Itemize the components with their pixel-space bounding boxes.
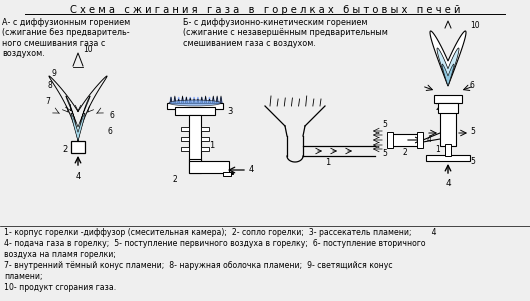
Text: 5: 5 [383, 149, 387, 158]
Text: 1: 1 [325, 158, 330, 167]
Polygon shape [205, 97, 207, 103]
Bar [417, 132, 423, 148]
Bar [390, 134, 420, 146]
Bar [201, 137, 209, 141]
Bar [231, 172, 233, 174]
Bar [189, 115, 201, 161]
Text: 7: 7 [45, 97, 50, 105]
Bar [71, 141, 85, 153]
Bar [426, 155, 470, 161]
Polygon shape [66, 96, 90, 141]
Text: 10: 10 [470, 20, 480, 29]
Text: 6: 6 [470, 82, 475, 91]
Text: С х е м а   с ж и г а н и я   г а з а   в   г о р е л к а х   б ы т о в ы х   п : С х е м а с ж и г а н и я г а з а в г о … [70, 5, 460, 15]
Text: 7- внутренний тёмный конус пламени;  8- наружная оболочка пламени;  9- светящийс: 7- внутренний тёмный конус пламени; 8- н… [4, 261, 393, 270]
Polygon shape [197, 97, 199, 103]
Bar [434, 95, 462, 103]
Polygon shape [430, 31, 466, 86]
Text: 10- продукт сгорания газа.: 10- продукт сгорания газа. [4, 283, 116, 292]
Polygon shape [174, 97, 176, 103]
Bar [189, 161, 229, 173]
Bar [181, 127, 189, 131]
Text: пламени;: пламени; [4, 272, 42, 281]
Text: 4: 4 [445, 179, 451, 188]
Polygon shape [71, 113, 85, 141]
Polygon shape [178, 97, 180, 103]
Polygon shape [193, 97, 195, 103]
Bar [201, 147, 209, 151]
Polygon shape [186, 97, 188, 103]
Bar [387, 132, 393, 148]
Text: 5: 5 [470, 126, 475, 135]
Text: 4: 4 [249, 166, 254, 175]
Text: 1: 1 [435, 144, 440, 154]
Text: 2: 2 [63, 145, 68, 154]
Bar [438, 103, 458, 113]
Polygon shape [170, 97, 172, 103]
Polygon shape [208, 97, 210, 103]
Text: Б- с диффузионно-кинетическим горением
(сжигание с незавершённым предварительным: Б- с диффузионно-кинетическим горением (… [183, 18, 388, 48]
Bar [445, 144, 451, 156]
Text: 2: 2 [435, 103, 440, 112]
Text: 2: 2 [172, 175, 177, 184]
Bar [189, 159, 201, 173]
Polygon shape [437, 48, 459, 86]
Bar [181, 147, 189, 151]
Text: 5: 5 [383, 120, 387, 129]
Text: 5: 5 [470, 157, 475, 166]
Polygon shape [442, 64, 454, 86]
Polygon shape [182, 97, 183, 103]
Bar [223, 172, 231, 176]
Text: 6: 6 [108, 126, 113, 135]
Text: 4: 4 [75, 172, 81, 181]
Text: воздуха на пламя горелки;: воздуха на пламя горелки; [4, 250, 116, 259]
Text: 8: 8 [47, 82, 52, 91]
Text: 2: 2 [403, 148, 408, 157]
Text: 4- подача газа в горелку;  5- поступление первичного воздуха в горелку;  6- пост: 4- подача газа в горелку; 5- поступление… [4, 239, 426, 248]
Text: 1: 1 [209, 141, 214, 150]
Bar [167, 103, 223, 109]
Text: 10: 10 [83, 45, 93, 54]
Polygon shape [201, 97, 203, 103]
Bar [201, 127, 209, 131]
Text: 3: 3 [227, 107, 232, 116]
Text: А- с диффузионным горением
(сжигание без предваритель-
ного смешивания газа с
во: А- с диффузионным горением (сжигание без… [2, 18, 130, 58]
Text: 1- корпус горелки -диффузор (смесительная камера);  2- сопло горелки;  3- рассек: 1- корпус горелки -диффузор (смесительна… [4, 228, 437, 237]
Polygon shape [213, 97, 214, 103]
Bar [440, 111, 456, 146]
Bar [181, 137, 189, 141]
Bar [175, 107, 215, 115]
Polygon shape [220, 97, 222, 103]
Ellipse shape [169, 100, 221, 106]
Text: 4: 4 [427, 135, 432, 144]
Text: 9: 9 [51, 69, 56, 77]
Polygon shape [216, 97, 218, 103]
Text: 6: 6 [110, 111, 115, 120]
Polygon shape [189, 97, 191, 103]
